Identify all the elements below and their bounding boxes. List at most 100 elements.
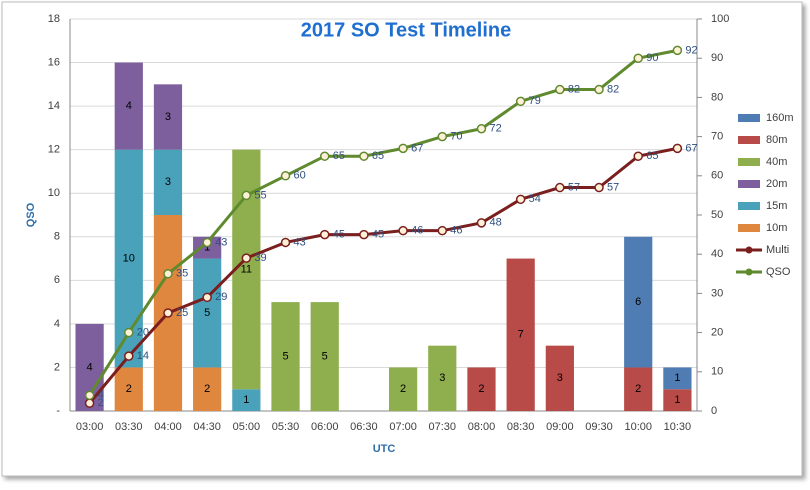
legend-label: 80m (766, 134, 787, 146)
point-label: 45 (372, 229, 384, 241)
y2-tick-label: 40 (711, 248, 723, 260)
point-label: 72 (489, 123, 501, 135)
line-marker (555, 84, 565, 95)
y-tick-label: 6 (54, 274, 60, 286)
point-label: 82 (607, 83, 619, 95)
line (88, 146, 678, 405)
y-tick-label: 4 (54, 318, 60, 330)
line-marker (672, 143, 683, 154)
bar-label: 2 (400, 383, 406, 395)
line-marker (633, 53, 643, 63)
line-marker (594, 84, 604, 95)
line-marker (359, 151, 369, 161)
x-tick-label: 03:00 (76, 421, 104, 433)
line-marker (515, 194, 526, 205)
x-tick-label: 05:00 (233, 421, 261, 433)
bar (310, 302, 339, 411)
y-tick-label: - (56, 405, 60, 417)
bar-label: 3 (439, 372, 445, 384)
point-label: 20 (137, 327, 149, 339)
y2-tick-label: 20 (711, 327, 723, 339)
legend-swatch (738, 180, 760, 188)
line (88, 48, 678, 397)
point-label: 45 (333, 229, 345, 241)
point-label: 92 (685, 44, 697, 56)
line-marker (398, 225, 408, 236)
line-marker (319, 151, 330, 161)
point-label: 82 (568, 83, 580, 95)
y-axis-label: QSO (25, 202, 37, 227)
line-marker (280, 237, 291, 248)
line-marker (476, 124, 487, 134)
legend-label: 160m (766, 112, 794, 124)
line-marker (633, 151, 643, 161)
point-label: 70 (450, 131, 462, 143)
y2-tick-label: 90 (711, 52, 723, 64)
x-tick-label: 06:30 (350, 421, 378, 433)
y2-tick-label: 30 (711, 287, 723, 299)
point-label: 46 (411, 225, 423, 237)
bar (624, 367, 653, 411)
x-tick-label: 10:30 (664, 421, 692, 433)
point-label: 54 (529, 193, 541, 205)
line-marker (476, 218, 487, 228)
x-tick-label: 08:30 (507, 421, 535, 433)
legend-swatch (738, 114, 760, 122)
line-marker (437, 225, 448, 236)
x-tick-label: 09:00 (546, 421, 574, 433)
bar (114, 62, 143, 150)
y-tick-label: 12 (48, 144, 60, 156)
y-tick-label: 8 (54, 231, 60, 243)
bar-label: 1 (204, 242, 210, 254)
point-label: 79 (529, 95, 541, 107)
line-marker (84, 390, 95, 401)
point-label: 55 (254, 189, 266, 201)
bar (193, 258, 222, 368)
bar-label: 3 (557, 372, 563, 384)
point-label: 39 (254, 252, 266, 264)
point-label: 67 (685, 142, 697, 154)
bar-label: 11 (241, 263, 252, 275)
line-marker (359, 229, 369, 240)
bar-label: 4 (87, 361, 93, 373)
x-tick-label: 09:30 (585, 421, 613, 433)
bar (193, 236, 222, 259)
x-tick-label: 07:00 (389, 421, 417, 433)
bar-label: 2 (204, 383, 210, 395)
line-marker (124, 327, 134, 338)
bar-label: 1 (243, 394, 249, 406)
line-marker (202, 292, 212, 303)
bar-label: 10 (123, 252, 135, 264)
bar (663, 389, 692, 411)
legend-label: 15m (766, 200, 787, 212)
point-label: 25 (176, 307, 188, 319)
x-tick-label: 06:00 (311, 421, 339, 433)
point-label: 67 (411, 142, 423, 154)
line-marker (319, 229, 330, 240)
line-marker (515, 96, 526, 107)
x-tick-label: 08:00 (468, 421, 496, 433)
y-tick-label: 10 (48, 187, 60, 199)
y2-tick-label: 50 (711, 209, 723, 221)
bar (624, 236, 653, 368)
bar (232, 389, 261, 411)
line-marker (594, 182, 604, 193)
line-marker (241, 190, 252, 201)
x-tick-label: 07:30 (429, 421, 457, 433)
x-axis-label: UTC (373, 443, 396, 455)
y2-tick-label: 0 (711, 405, 717, 417)
bar-label: 2 (478, 383, 484, 395)
bar (271, 302, 300, 411)
bar (663, 367, 692, 390)
bar-label: 2 (126, 383, 132, 395)
x-tick-label: 10:00 (624, 421, 652, 433)
y-tick-label: 18 (48, 13, 60, 25)
bar (388, 367, 418, 411)
x-tick-label: 03:30 (115, 421, 143, 433)
point-label: 48 (489, 217, 501, 229)
legend-swatch (738, 202, 760, 210)
point-label: 43 (294, 236, 306, 248)
y2-tick-label: 10 (711, 366, 723, 378)
legend-label: 20m (766, 178, 787, 190)
line-marker (672, 45, 683, 56)
